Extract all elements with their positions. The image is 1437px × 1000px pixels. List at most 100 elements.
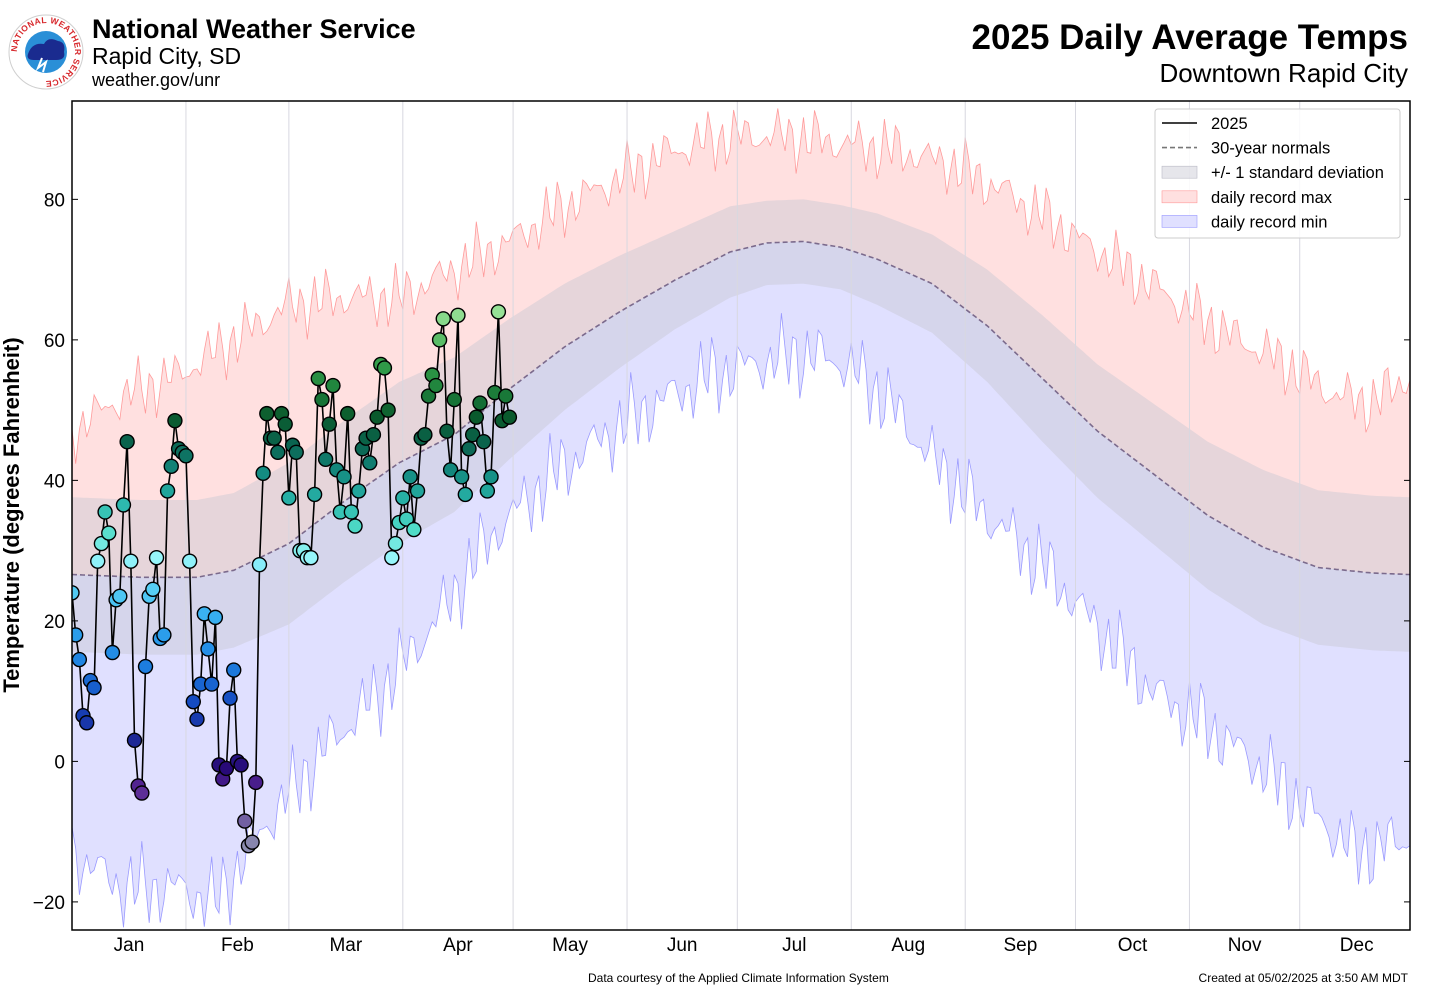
observed-point	[134, 785, 150, 801]
observed-point	[72, 585, 80, 601]
normals-line	[72, 240, 1410, 579]
nws-logo-icon: NATIONAL WEATHER SERVICE	[8, 14, 84, 90]
chart-title: 2025 Daily Average Temps	[971, 18, 1408, 57]
observed-point	[464, 427, 481, 443]
observed-point	[119, 434, 135, 450]
observed-point	[475, 434, 492, 450]
x-axis-month-labels: Jan Feb Mar Apr May Jun Jul Aug Sep Oct Nov Dec	[114, 935, 1374, 956]
observed-point	[457, 486, 474, 503]
observed-point	[343, 504, 360, 520]
observed-point	[369, 409, 385, 425]
observed-point	[402, 469, 418, 485]
observed-point	[321, 416, 338, 432]
record-max-band	[72, 108, 1410, 578]
y-tick-label: 0	[54, 752, 65, 773]
observed-point	[200, 641, 216, 657]
observed-point	[233, 757, 249, 773]
y-axis-label: Temperature (degrees Fahrenheit)	[0, 337, 24, 692]
legend-label: daily record max	[1211, 189, 1333, 207]
observed-point	[450, 307, 466, 323]
observed-point	[409, 483, 426, 499]
observed-point	[93, 535, 110, 552]
observed-point	[226, 662, 242, 678]
month-label-dec: Dec	[1340, 935, 1374, 956]
y-tick-label: −20	[33, 893, 65, 914]
observed-point	[163, 458, 179, 475]
observed-point	[248, 774, 264, 791]
observed-point	[468, 409, 485, 425]
observed-point	[270, 444, 286, 460]
observed-point	[97, 504, 113, 520]
chart-subtitle: Downtown Rapid City	[1159, 58, 1408, 88]
observed-point	[251, 556, 268, 573]
observed-point	[314, 391, 330, 408]
observed-point	[398, 511, 415, 527]
observed-point	[483, 469, 499, 485]
observed-point	[266, 430, 282, 446]
legend-label: 2025	[1211, 115, 1248, 133]
observed-point	[461, 441, 477, 457]
observed-point	[259, 405, 275, 422]
observed-point	[498, 388, 514, 404]
observed-point	[255, 465, 271, 482]
created-timestamp: Created at 05/02/2025 at 3:50 AM MDT	[1198, 971, 1408, 985]
observed-point	[137, 658, 154, 675]
observed-point	[417, 427, 433, 443]
y-tick-label: 60	[44, 331, 65, 352]
y-tick-label: 40	[44, 471, 65, 492]
observed-point	[446, 391, 462, 408]
observed-point	[336, 469, 352, 485]
observed-point	[178, 448, 194, 464]
legend-label: daily record min	[1211, 213, 1327, 231]
month-grid	[185, 101, 1301, 930]
observed-point	[189, 711, 205, 727]
observed-point	[104, 644, 121, 661]
legend-swatch-band	[1161, 165, 1198, 179]
month-label-jan: Jan	[114, 935, 145, 956]
observed-point	[148, 549, 165, 566]
observed-point	[442, 462, 459, 478]
observed-point	[325, 377, 341, 394]
observed-point	[406, 521, 422, 538]
month-label-may: May	[552, 935, 588, 956]
observed-point	[281, 490, 297, 506]
observed-point	[490, 304, 507, 320]
data-credit: Data courtesy of the Applied Climate Inf…	[588, 971, 889, 985]
observed-point	[365, 427, 382, 443]
observed-point	[112, 588, 128, 604]
observed-point	[222, 690, 238, 706]
observed-point	[159, 483, 176, 499]
plot-frame	[71, 100, 1411, 931]
observed-point	[123, 553, 139, 569]
office-website[interactable]: weather.gov/unr	[92, 70, 221, 90]
month-label-jun: Jun	[667, 935, 698, 956]
observed-point	[72, 651, 88, 668]
observed-point	[317, 451, 334, 467]
observed-point	[306, 486, 323, 503]
observed-point	[384, 549, 400, 566]
observed-point	[387, 535, 404, 552]
observed-point	[207, 609, 224, 626]
observed-point	[181, 553, 198, 569]
observed-point	[237, 813, 253, 829]
observed-point	[380, 402, 396, 418]
observed-point	[347, 518, 363, 534]
observed-point	[185, 693, 202, 710]
observed-point	[79, 715, 95, 731]
office-name: Rapid City, SD	[92, 43, 242, 69]
header-org: National Weather Service Rapid City, SD …	[92, 14, 416, 91]
observed-point	[218, 760, 235, 777]
observed-point	[156, 627, 172, 643]
month-label-aug: Aug	[891, 935, 925, 956]
observed-point	[501, 409, 518, 425]
legend: 2025 30-year normals +/- 1 standard deviat…	[1154, 108, 1401, 239]
observed-point	[90, 553, 106, 569]
observed-point	[203, 676, 220, 692]
month-label-apr: Apr	[443, 935, 473, 956]
y-axis-ticks: −20 0 20 40 60 80	[33, 190, 1410, 914]
observed-point	[351, 483, 367, 499]
observed-point	[339, 405, 356, 422]
observed-point	[479, 483, 496, 499]
observed-point	[244, 834, 260, 850]
